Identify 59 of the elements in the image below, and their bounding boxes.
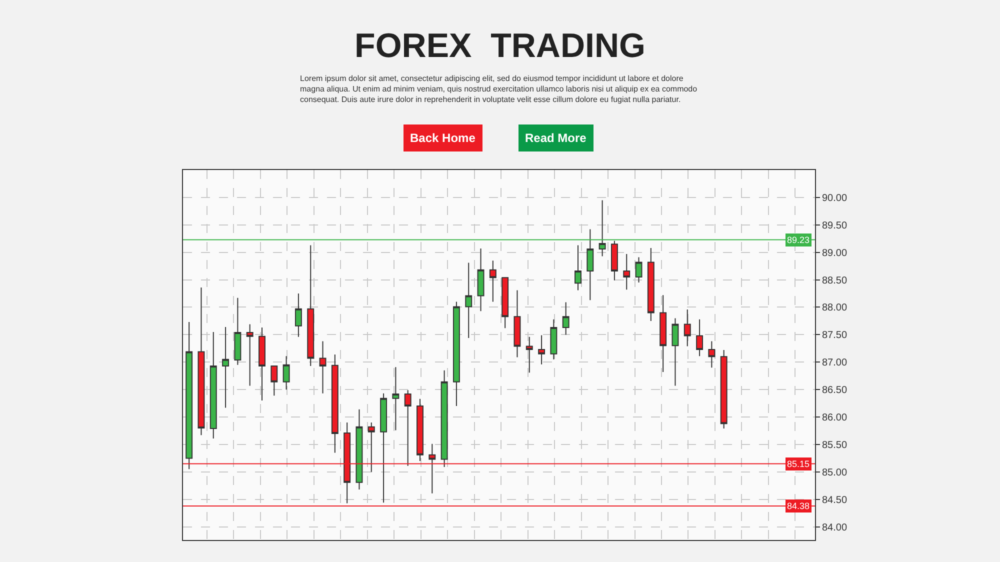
candlestick (562, 302, 570, 336)
candlestick (610, 240, 618, 281)
y-tick-label: 90.00 (822, 192, 848, 204)
y-tick-label: 86.00 (822, 412, 848, 424)
y-tick-label: 86.50 (822, 385, 848, 396)
candlestick (720, 350, 728, 430)
ref-line-label: 85.15 (787, 459, 810, 469)
candlestick (452, 301, 460, 407)
y-tick-label: 84.50 (822, 494, 848, 506)
candlestick (502, 277, 509, 329)
candlestick (210, 331, 217, 439)
y-tick-label: 88.00 (822, 302, 848, 314)
candlestick (222, 326, 230, 408)
candlestick (258, 327, 266, 402)
candlestick (246, 324, 254, 386)
candlestick (477, 248, 484, 312)
ref-line-label: 84.38 (787, 501, 810, 511)
candlestick (465, 262, 472, 338)
y-tick-label: 87.00 (822, 358, 848, 369)
y-tick-label: 87.50 (822, 330, 848, 342)
candlestick (660, 294, 667, 373)
candlestick (294, 293, 302, 338)
candlestick (331, 354, 338, 454)
candlestick (440, 370, 448, 468)
candlestick (356, 408, 363, 490)
candlestick (696, 318, 704, 357)
candlestick (392, 366, 400, 431)
candlestick (380, 392, 388, 504)
chart-subtitle: Lorem ipsum dolor sit amet, consectetur adipiscing elit, sed do eiusmod tempor incididunt ut labore et dolore magna aliqua. Ut enim ad minim veniam, quis nostrud exercitation ullamco laboris nisi ut aliquip ex ea commodo consequat. Duis aute irure dolor in reprehenderit in voluptate velit esse cillum dolore eu fugiat nulla pariatur. (300, 74, 698, 104)
y-tick-label: 88.50 (822, 275, 848, 286)
ref-line-label: 89.23 (787, 235, 810, 245)
text: Read More (525, 131, 587, 145)
y-tick-label: 89.50 (822, 220, 848, 232)
candlestick (234, 297, 242, 366)
y-tick-label: 89.00 (822, 248, 848, 259)
candlestick (684, 308, 691, 347)
candlestick (270, 365, 278, 396)
y-tick-label: 84.00 (822, 522, 848, 534)
candlestick (538, 334, 546, 365)
candlestick (282, 356, 290, 390)
candlestick (489, 260, 496, 302)
candlestick (574, 244, 582, 291)
candlestick (708, 340, 716, 368)
candlestick (319, 340, 326, 394)
candlestick (623, 253, 630, 290)
candlestick (198, 286, 205, 436)
candlestick (550, 318, 558, 360)
candlestick (526, 336, 533, 374)
chart-title: FOREX TRADING (354, 26, 646, 65)
candlestick (672, 318, 679, 386)
y-tick-label: 85.00 (822, 467, 848, 478)
candlestick (514, 290, 521, 358)
y-tick-label: 85.50 (822, 440, 848, 451)
text: Back Home (410, 131, 476, 145)
candlestick (416, 398, 424, 462)
candlestick (647, 247, 654, 322)
candlestick (186, 322, 193, 470)
candlestick (307, 244, 314, 366)
candlestick (635, 256, 642, 284)
